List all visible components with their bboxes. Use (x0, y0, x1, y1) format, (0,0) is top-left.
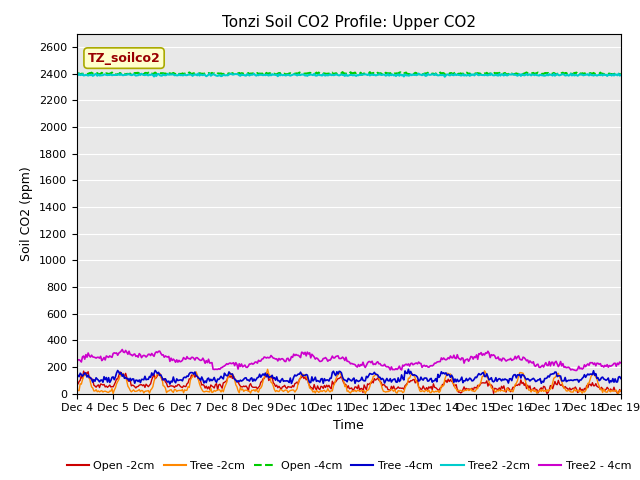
Tree -4cm (475, 371, 483, 376)
Tree2 -2cm (488, 71, 495, 76)
Open -4cm (242, 71, 250, 76)
Tree2 - 4cm (474, 357, 481, 362)
Tree2 - 4cm (243, 364, 251, 370)
Tree -4cm (406, 371, 413, 377)
Line: Tree -2cm: Tree -2cm (77, 369, 621, 394)
Tree2 - 4cm (404, 361, 412, 367)
Tree2 -2cm (441, 74, 449, 80)
Tree -2cm (406, 375, 413, 381)
Tree2 -2cm (242, 73, 250, 79)
Tree2 -2cm (569, 72, 577, 77)
Line: Tree -4cm: Tree -4cm (77, 369, 621, 384)
Tree2 - 4cm (573, 368, 580, 373)
Tree -4cm (73, 374, 81, 380)
Tree2 -2cm (302, 72, 310, 78)
Open -4cm (404, 71, 412, 77)
Open -4cm (475, 71, 483, 76)
Line: Tree2 - 4cm: Tree2 - 4cm (77, 349, 621, 371)
Legend: Open -2cm, Tree -2cm, Open -4cm, Tree -4cm, Tree2 -2cm, Tree2 - 4cm: Open -2cm, Tree -2cm, Open -4cm, Tree -4… (62, 457, 636, 476)
Tree2 -2cm (378, 72, 385, 78)
Tree2 -2cm (403, 72, 411, 78)
Open -4cm (569, 71, 577, 77)
Tree -4cm (243, 377, 251, 383)
Tree -2cm (475, 382, 483, 388)
Open -4cm (617, 71, 625, 76)
X-axis label: Time: Time (333, 419, 364, 432)
Open -2cm (73, 380, 81, 386)
Line: Open -2cm: Open -2cm (77, 371, 621, 394)
Tree -2cm (73, 388, 81, 394)
Tree2 -2cm (474, 72, 481, 78)
Tree -4cm (617, 375, 625, 381)
Tree2 - 4cm (118, 347, 126, 352)
Tree2 -2cm (617, 72, 625, 78)
Tree -2cm (243, 387, 251, 393)
Open -2cm (474, 383, 481, 388)
Tree -4cm (378, 375, 386, 381)
Tree -2cm (264, 366, 271, 372)
Tree -4cm (166, 381, 174, 387)
Text: TZ_soilco2: TZ_soilco2 (88, 51, 161, 65)
Tree -4cm (303, 372, 311, 378)
Line: Tree2 -2cm: Tree2 -2cm (77, 73, 621, 77)
Open -4cm (467, 72, 475, 78)
Open -2cm (404, 378, 412, 384)
Tree -4cm (569, 378, 577, 384)
Tree -2cm (109, 391, 117, 396)
Open -4cm (73, 70, 81, 75)
Open -2cm (243, 384, 251, 390)
Open -2cm (617, 388, 625, 394)
Tree -2cm (380, 388, 387, 394)
Y-axis label: Soil CO2 (ppm): Soil CO2 (ppm) (20, 166, 33, 261)
Tree2 - 4cm (617, 360, 625, 366)
Tree -2cm (617, 388, 625, 394)
Line: Open -4cm: Open -4cm (77, 72, 621, 75)
Open -2cm (543, 391, 551, 396)
Open -2cm (303, 374, 311, 380)
Open -2cm (80, 368, 88, 374)
Tree -2cm (305, 380, 312, 385)
Open -2cm (378, 383, 386, 388)
Tree2 - 4cm (378, 363, 386, 369)
Open -4cm (378, 72, 386, 77)
Tree -2cm (569, 389, 577, 395)
Tree2 - 4cm (568, 366, 576, 372)
Tree2 - 4cm (73, 359, 81, 365)
Tree2 -2cm (73, 72, 81, 78)
Open -4cm (339, 69, 346, 75)
Tree2 - 4cm (303, 349, 311, 355)
Open -4cm (302, 71, 310, 76)
Tree -4cm (404, 366, 412, 372)
Open -2cm (569, 385, 577, 391)
Title: Tonzi Soil CO2 Profile: Upper CO2: Tonzi Soil CO2 Profile: Upper CO2 (222, 15, 476, 30)
